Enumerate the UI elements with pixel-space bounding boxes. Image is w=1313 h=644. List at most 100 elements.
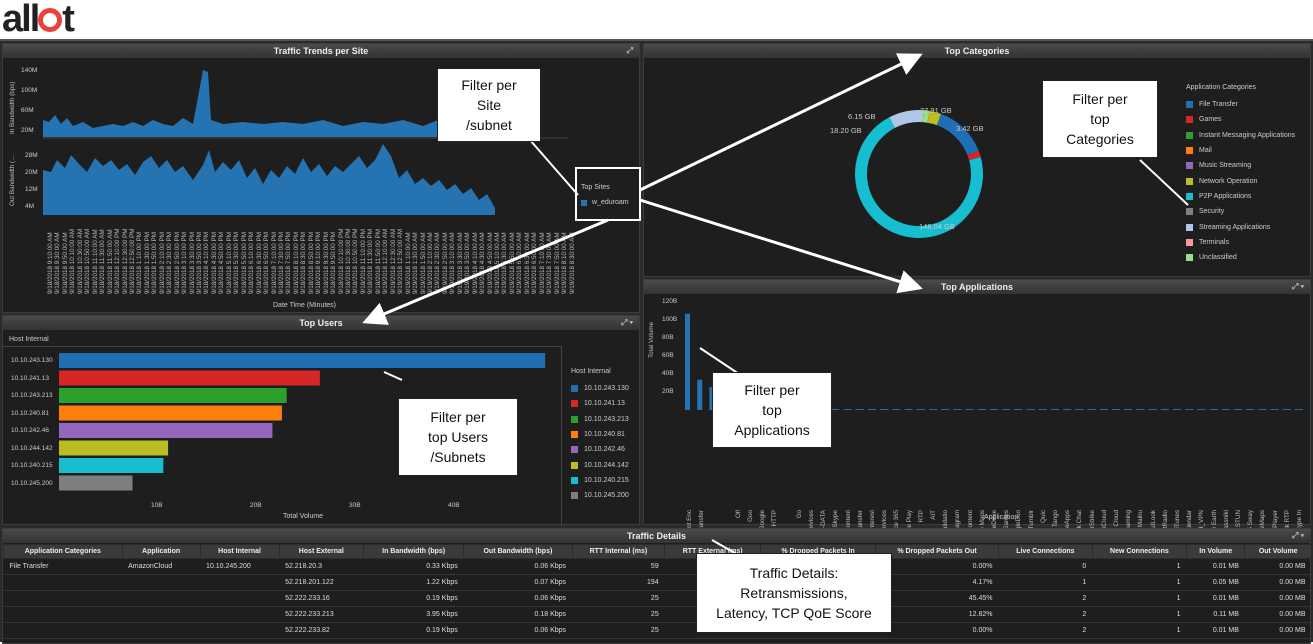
legend-item[interactable]: Security — [1186, 204, 1295, 219]
app-bar[interactable] — [1075, 409, 1084, 410]
app-bar[interactable] — [916, 409, 925, 410]
app-bar[interactable] — [1234, 409, 1242, 410]
app-bar[interactable] — [1136, 409, 1145, 410]
app-bar[interactable] — [965, 409, 974, 410]
user-bar[interactable] — [59, 423, 273, 438]
app-bar[interactable] — [1063, 409, 1072, 410]
app-bar[interactable] — [1087, 409, 1096, 410]
column-header[interactable]: Application — [121, 544, 201, 559]
table-row[interactable]: 52.222.233.16 0.19 Kbps 0.06 Kbps 25 45.45% 2… — [3, 590, 1312, 607]
column-header[interactable]: Out Bandwidth (bps) — [463, 544, 573, 559]
donut-slice[interactable] — [967, 150, 981, 161]
column-header[interactable]: Out Volume — [1244, 544, 1312, 559]
y-tick-label: 20M — [25, 169, 38, 176]
donut-slice[interactable] — [936, 113, 979, 156]
user-bar[interactable] — [59, 353, 546, 368]
app-bar[interactable] — [868, 409, 876, 410]
app-bar[interactable] — [1160, 409, 1169, 410]
app-bar[interactable] — [929, 409, 937, 410]
app-bar[interactable] — [697, 379, 703, 410]
table-cell: 0.00 MB — [1244, 606, 1312, 623]
app-bar[interactable] — [1246, 409, 1255, 410]
column-header[interactable]: Live Connections — [998, 544, 1093, 559]
legend-item[interactable]: 10.10.243.130 — [571, 381, 629, 396]
legend-item[interactable]: 10.10.243.213 — [571, 412, 629, 427]
legend-item[interactable]: 10.10.245.200 — [571, 488, 629, 503]
column-header[interactable]: Application Categories — [3, 544, 123, 559]
app-bar[interactable] — [1099, 409, 1108, 410]
app-bar[interactable] — [904, 409, 913, 410]
column-header[interactable]: In Volume — [1186, 544, 1246, 559]
table-row[interactable]: 52.222.233.82 0.19 Kbps 0.06 Kbps 25 0.00% 2 1… — [3, 622, 1312, 639]
table-cell: 1 — [998, 574, 1093, 591]
app-bar[interactable] — [709, 387, 715, 410]
app-bar[interactable] — [1002, 409, 1011, 410]
app-bar[interactable] — [990, 409, 998, 410]
legend-item[interactable]: File Transfer — [1186, 97, 1295, 112]
legend-item-site[interactable]: w_eduroam — [581, 199, 629, 206]
user-bar[interactable] — [59, 440, 169, 456]
donut-slice[interactable] — [889, 110, 924, 128]
column-header[interactable]: In Bandwidth (bps) — [363, 544, 465, 559]
app-bar[interactable] — [880, 409, 889, 410]
table-cell — [200, 622, 280, 639]
donut-slice[interactable] — [927, 110, 941, 126]
legend-item[interactable]: 10.10.240.215 — [571, 473, 629, 488]
app-bar[interactable] — [1197, 409, 1206, 410]
app-bar[interactable] — [1258, 409, 1267, 410]
user-bar[interactable] — [59, 405, 282, 421]
legend-item[interactable]: Music Streaming — [1186, 158, 1295, 173]
legend-item[interactable]: 10.10.242.46 — [571, 442, 629, 457]
expand-icon[interactable]: ⤢ — [626, 46, 633, 55]
expand-icon[interactable]: ⤢ ▾ — [621, 318, 633, 327]
app-bar[interactable] — [1148, 409, 1157, 410]
column-header[interactable]: New Connections — [1091, 544, 1188, 559]
legend-item[interactable]: Terminals — [1186, 235, 1295, 250]
column-header[interactable]: % Dropped Packets Out — [875, 544, 1000, 559]
app-bar[interactable] — [1038, 409, 1047, 410]
expand-icon[interactable]: ⤢ ▾ — [1292, 531, 1304, 540]
legend-item[interactable]: Games — [1186, 112, 1295, 127]
app-bar[interactable] — [831, 409, 840, 410]
legend-item[interactable]: 10.10.244.142 — [571, 457, 629, 472]
legend-item[interactable]: Network Operation — [1186, 173, 1295, 188]
app-bar[interactable] — [1124, 409, 1133, 410]
app-bar[interactable] — [953, 409, 962, 410]
legend-label: Mail — [1199, 147, 1212, 155]
legend-item[interactable]: Mail — [1186, 143, 1295, 158]
legend-item[interactable]: 10.10.240.81 — [571, 427, 629, 442]
app-bar[interactable] — [855, 409, 864, 410]
app-bar[interactable] — [1173, 409, 1181, 410]
app-bar[interactable] — [1295, 409, 1303, 410]
user-bar[interactable] — [59, 458, 164, 473]
table-cell: 1 — [1092, 574, 1187, 591]
legend-item[interactable]: 10.10.241.13 — [571, 396, 629, 411]
legend-item[interactable]: P2P Applications — [1186, 189, 1295, 204]
user-bar[interactable] — [59, 475, 133, 491]
app-bar[interactable] — [977, 409, 986, 410]
app-bar[interactable] — [1270, 409, 1279, 410]
app-bar[interactable] — [1185, 409, 1194, 410]
legend-item[interactable]: Instant Messaging Applications — [1186, 128, 1295, 143]
legend-item[interactable]: Unclassified — [1186, 250, 1295, 265]
app-bar[interactable] — [843, 409, 852, 410]
legend-item[interactable]: Streaming Applications — [1186, 219, 1295, 234]
app-bar[interactable] — [1051, 409, 1059, 410]
app-bar[interactable] — [685, 313, 690, 410]
column-header[interactable]: RTT Internal (ms) — [571, 544, 666, 559]
user-bar[interactable] — [59, 388, 287, 403]
slice-label: 6.15 GB — [848, 112, 876, 121]
column-header[interactable]: Host Internal — [199, 544, 280, 559]
app-bar[interactable] — [892, 409, 901, 410]
expand-icon[interactable]: ⤢ ▾ — [1292, 282, 1304, 291]
app-bar[interactable] — [1209, 409, 1218, 410]
app-bar[interactable] — [1282, 409, 1291, 410]
app-bar[interactable] — [1026, 409, 1035, 410]
app-bar[interactable] — [1112, 409, 1120, 410]
app-bar[interactable] — [1014, 409, 1023, 410]
column-header[interactable]: Host External — [278, 544, 365, 559]
app-bar[interactable] — [1221, 409, 1230, 410]
donut-slice[interactable] — [922, 110, 930, 123]
app-bar[interactable] — [941, 409, 950, 410]
user-bar[interactable] — [59, 370, 320, 386]
